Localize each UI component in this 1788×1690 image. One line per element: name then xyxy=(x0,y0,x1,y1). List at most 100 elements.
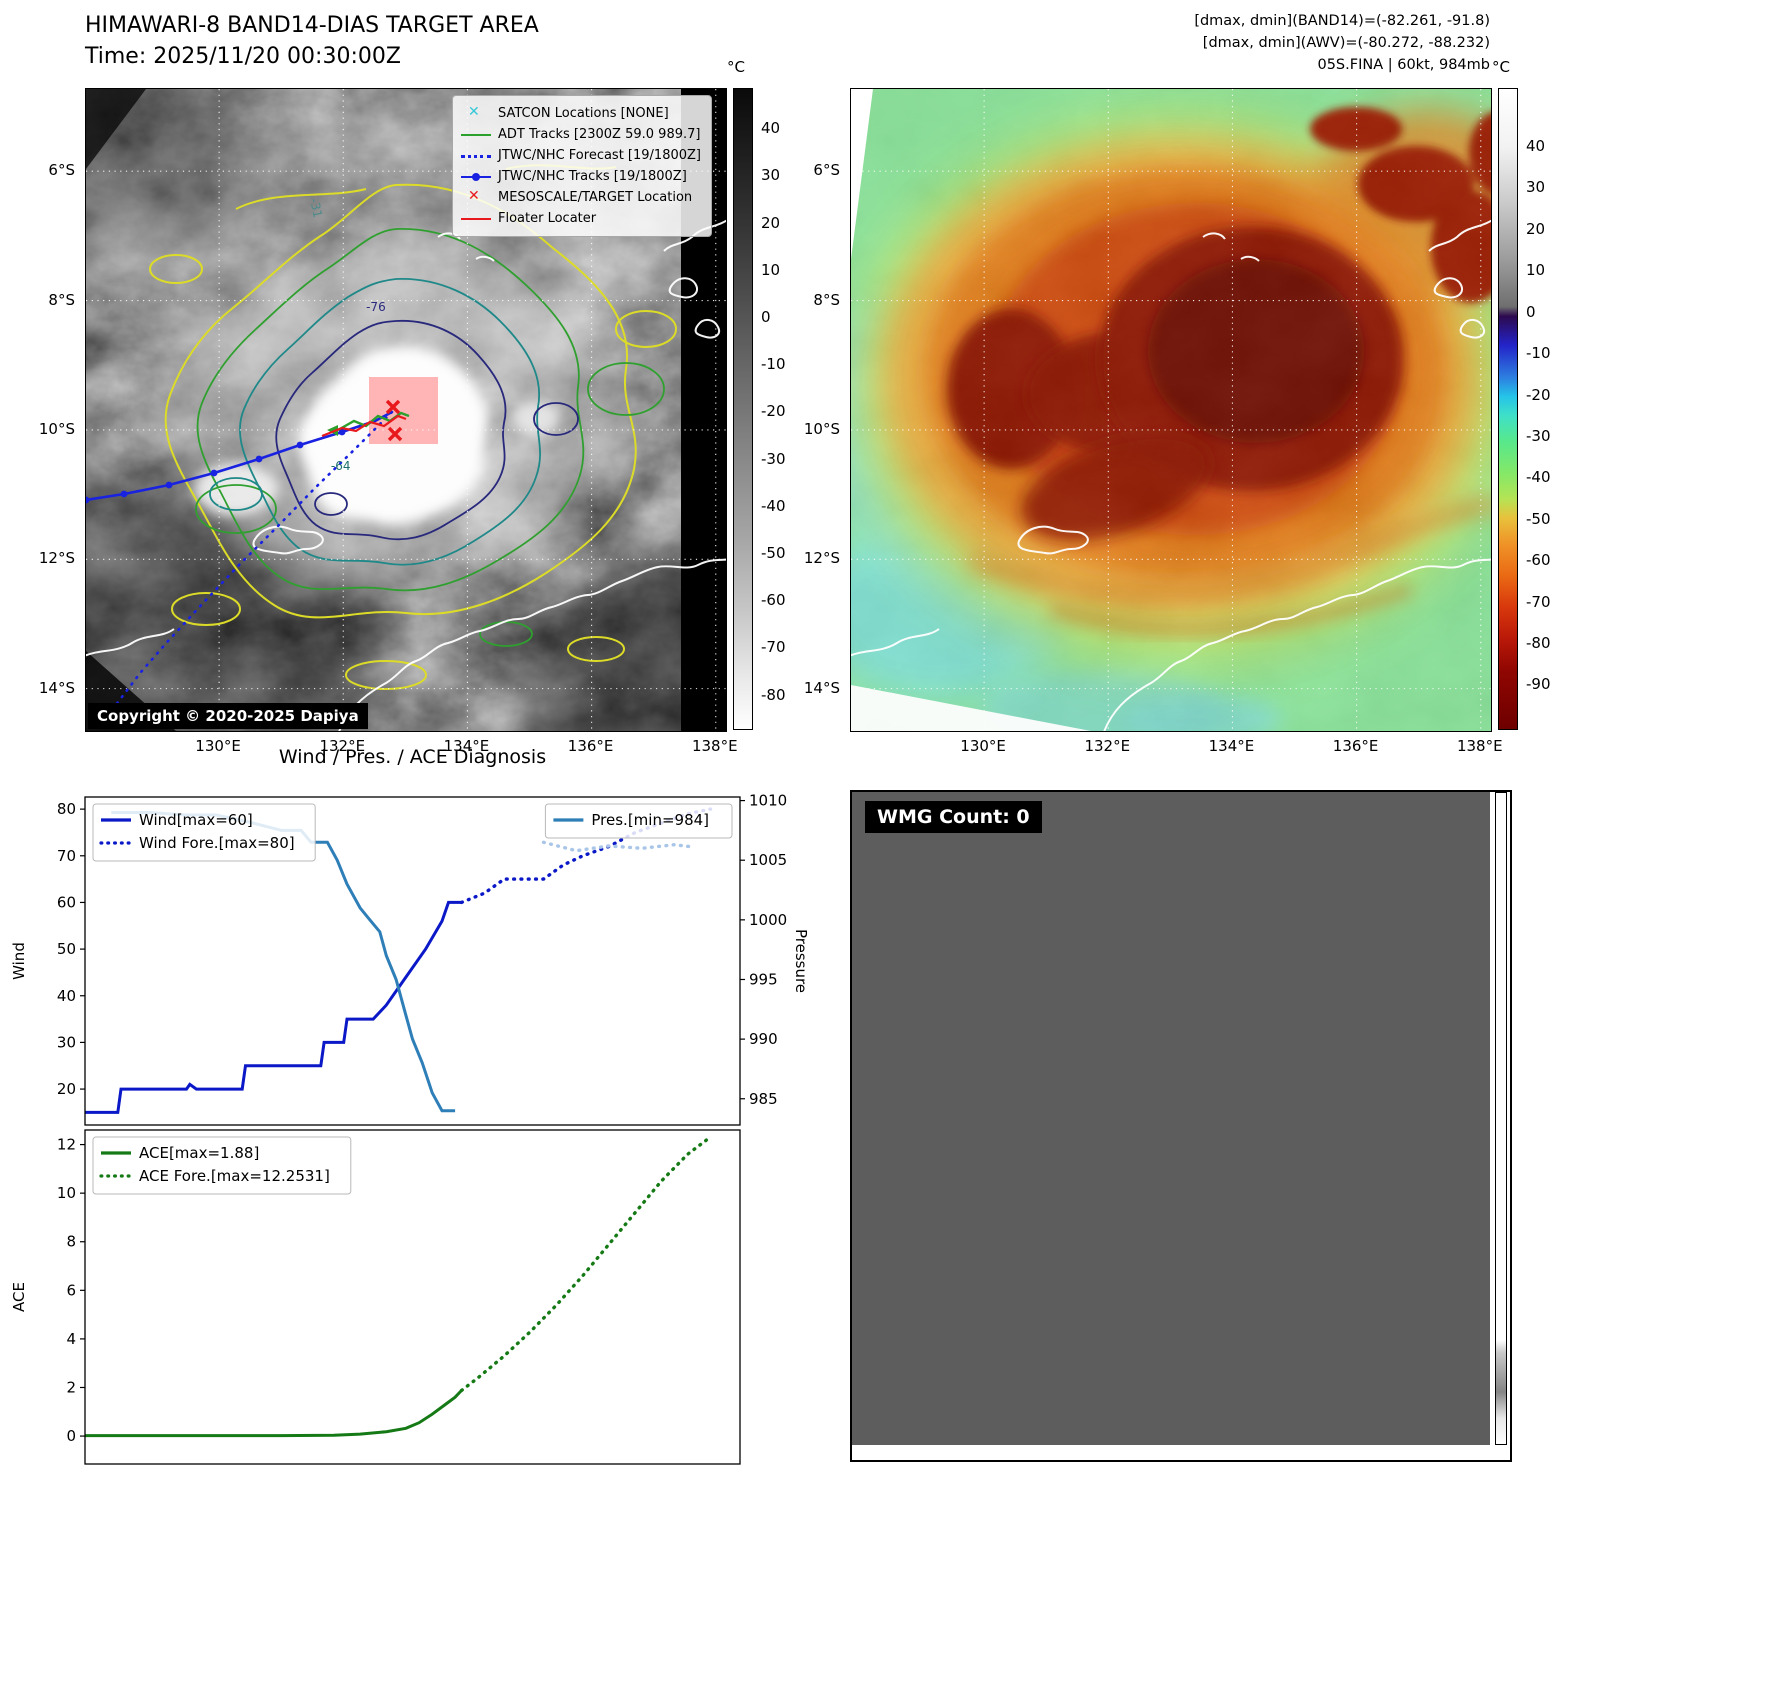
lon-tick-label: 138°E xyxy=(1456,737,1503,755)
awv-colorbar-unit: °C xyxy=(1492,58,1510,76)
awv-map xyxy=(850,88,1492,732)
colorbar-tick-label: 0 xyxy=(761,307,771,326)
y-tick-label: 995 xyxy=(749,970,778,988)
ylabel-right: Pressure xyxy=(792,929,810,993)
x-marker-icon: ✕ xyxy=(461,103,491,122)
lat-tick-label: 10°S xyxy=(803,419,840,438)
legend-label: SATCON Locations [NONE] xyxy=(498,106,669,121)
lat-tick-label: 14°S xyxy=(38,678,75,697)
wmg-count-badge: WMG Count: 0 xyxy=(865,801,1042,833)
band14-map: ✕ SATCON Locations [NONE] ADT Tracks [2300… xyxy=(85,88,727,732)
contour-teal xyxy=(209,278,541,566)
colorbar-tick-label: -20 xyxy=(761,402,786,421)
lon-tick-label: 132°E xyxy=(319,737,366,755)
colorbar-tick-label: -70 xyxy=(1526,592,1551,611)
y-tick-label: 80 xyxy=(57,800,76,818)
awv-lon-axis: 130°E 132°E 134°E 136°E 138°E xyxy=(850,734,1502,758)
legend-label: Wind[max=60] xyxy=(139,811,253,829)
legend-item: JTWC/NHC Tracks [19/1800Z] xyxy=(461,166,701,187)
colorbar-tick-label: 0 xyxy=(1526,302,1536,321)
legend-item: ✕ SATCON Locations [NONE] xyxy=(461,103,701,124)
y-tick-label: 985 xyxy=(749,1090,778,1108)
line-marker-icon xyxy=(461,127,491,143)
line-glyph xyxy=(461,154,491,158)
lat-tick-label: 12°S xyxy=(803,549,840,568)
legend-label: MESOSCALE/TARGET Location xyxy=(498,190,693,205)
lon-tick-label: 130°E xyxy=(195,737,241,755)
y-tick-label: 60 xyxy=(57,893,76,911)
wmg-colorbar xyxy=(1495,792,1507,1445)
adt-track xyxy=(337,411,410,432)
ylabel-left: Wind xyxy=(10,942,28,980)
legend-label: Floater Locater xyxy=(498,211,597,226)
y-tick-label: 10 xyxy=(57,1184,76,1202)
band14-title-block: HIMAWARI-8 BAND14-DIAS TARGET AREA Time:… xyxy=(85,10,539,72)
line-glyph xyxy=(461,133,491,136)
chart-legend-box xyxy=(92,803,316,862)
wmg-canvas xyxy=(852,792,1490,1445)
colorbar-tick-label: 30 xyxy=(1526,178,1546,197)
colorbar-tick-label: -40 xyxy=(1526,468,1551,487)
lon-tick-label: 130°E xyxy=(960,737,1006,755)
legend-label: Wind Fore.[max=80] xyxy=(139,834,295,852)
ylabel-left: ACE xyxy=(10,1282,28,1312)
legend-label: ACE[max=1.88] xyxy=(139,1144,259,1162)
dot-glyph xyxy=(472,172,480,181)
chart-legend-box xyxy=(544,803,733,839)
dmax-dmin-awv: [dmax, dmin](AWV)=(-80.272, -88.232) xyxy=(1202,35,1490,51)
awv-satellite-image xyxy=(851,89,1491,731)
band14-colorbar-unit: °C xyxy=(727,58,745,76)
colorbar-tick-label: 30 xyxy=(761,166,781,185)
band14-colorbar-ticks: 40 30 20 10 0 -10 -20 -30 -40 -50 -60 -70 -80 xyxy=(757,88,803,730)
legend-item: JTWC/NHC Forecast [19/1800Z] xyxy=(461,145,701,166)
colorbar-tick-label: -80 xyxy=(1526,634,1551,653)
awv-header: [dmax, dmin](BAND14)=(-82.261, -91.8) [d… xyxy=(1030,10,1490,76)
y-tick-label: 1005 xyxy=(749,851,787,869)
colorbar-tick-label: -50 xyxy=(761,543,786,562)
dmax-dmin-band14: [dmax, dmin](BAND14)=(-82.261, -91.8) xyxy=(1194,13,1490,29)
y-tick-label: 990 xyxy=(749,1030,778,1048)
mesoscale-target-box xyxy=(369,377,438,444)
y-tick-label: 1000 xyxy=(749,911,787,929)
y-tick-label: 50 xyxy=(57,940,76,958)
legend-label: JTWC/NHC Forecast [19/1800Z] xyxy=(498,148,701,163)
y-tick-label: 4 xyxy=(66,1330,76,1348)
y-tick-label: 8 xyxy=(66,1233,76,1251)
series-ace-fore-max-12-2531- xyxy=(459,1136,711,1393)
y-tick-label: 12 xyxy=(57,1136,76,1154)
diagnosis-title: Wind / Pres. / ACE Diagnosis xyxy=(278,746,547,768)
awv-colorbar xyxy=(1498,88,1518,730)
x-glyph: ✕ xyxy=(468,103,480,120)
y-tick-label: 1010 xyxy=(749,792,787,810)
colorbar-tick-label: -60 xyxy=(761,591,786,610)
dotted-marker-icon xyxy=(461,148,491,164)
x-glyph: ✕ xyxy=(468,187,480,204)
plot-spine xyxy=(84,796,741,1126)
tracks xyxy=(86,399,410,708)
y-tick-label: 70 xyxy=(57,847,76,865)
y-tick-label: 6 xyxy=(66,1281,76,1299)
jtwc-forecast-track xyxy=(113,410,394,708)
y-tick-label: 40 xyxy=(57,987,76,1005)
jtwc-track-points xyxy=(86,428,346,504)
band14-title: HIMAWARI-8 BAND14-DIAS TARGET AREA xyxy=(85,13,539,38)
lat-tick-label: 12°S xyxy=(38,549,75,568)
colorbar-tick-label: 10 xyxy=(1526,261,1546,280)
colorbar-tick-label: -50 xyxy=(1526,509,1551,528)
band14-legend: ✕ SATCON Locations [NONE] ADT Tracks [2300… xyxy=(452,95,712,237)
colorbar-tick-label: -30 xyxy=(1526,426,1551,445)
legend-label: Pres.[min=984] xyxy=(591,811,709,829)
colorbar-tick-label: -10 xyxy=(761,355,786,374)
chart-legend-box xyxy=(92,1136,352,1195)
colorbar-tick-label: 20 xyxy=(761,213,781,232)
series-pres-fore- xyxy=(541,840,696,853)
lat-tick-label: 10°S xyxy=(38,419,75,438)
legend-label: ADT Tracks [2300Z 59.0 989.7] xyxy=(498,127,701,142)
colorbar-tick-label: -90 xyxy=(1526,675,1551,694)
lat-tick-label: 8°S xyxy=(813,290,840,309)
colorbar-tick-label: -10 xyxy=(1526,344,1551,363)
x-marker-icon: ✕ xyxy=(461,187,491,206)
lon-tick-label: 138°E xyxy=(691,737,738,755)
legend-item: ✕ MESOSCALE/TARGET Location xyxy=(461,187,701,208)
copyright-badge: Copyright © 2020-2025 Dapiya xyxy=(88,703,368,729)
